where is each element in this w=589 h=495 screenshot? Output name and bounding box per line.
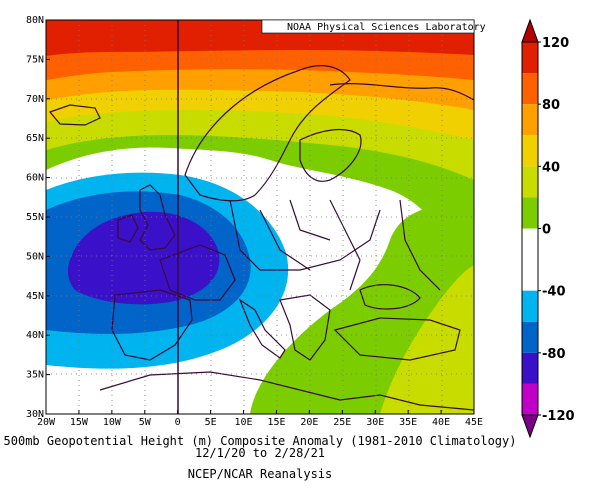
caption-source: NCEP/NCAR Reanalysis — [188, 467, 333, 481]
colorbar-label: 0 — [542, 223, 551, 238]
coastlines — [48, 65, 474, 411]
colorbar-label: -120 — [542, 409, 575, 424]
lon-tick-label: 5E — [205, 417, 217, 428]
colorbar-segment — [522, 135, 538, 167]
colorbar-segment — [522, 383, 538, 415]
colorbar-segment — [522, 290, 538, 322]
colorbar-segment — [522, 228, 538, 260]
colorbar-segment — [522, 42, 538, 74]
latitude-labels: 80N 75N 70N 65N 60N 55N 50N 45N 40N 35N 30N — [26, 15, 50, 420]
colorbar-labels: 120 80 40 0 -40 -80 -120 — [538, 36, 575, 424]
lat-tick-label: 55N — [26, 212, 44, 223]
graticule — [46, 20, 474, 414]
contour-neg60 — [67, 211, 220, 305]
colorbar-segment — [522, 73, 538, 105]
colorbar-label: 40 — [542, 160, 560, 175]
colorbar-segment — [522, 197, 538, 229]
caption-period: 12/1/20 to 2/28/21 — [195, 446, 325, 460]
colorbar-segment — [522, 352, 538, 384]
caption-title: 500mb Geopotential Height (m) Composite … — [4, 434, 517, 448]
lat-tick-label: 80N — [26, 15, 44, 26]
lat-tick-label: 60N — [26, 173, 44, 184]
lat-tick-label: 45N — [26, 291, 44, 302]
lat-tick-label: 35N — [26, 370, 44, 381]
lon-tick-label: 20W — [37, 417, 56, 428]
colorbar-segment — [522, 166, 538, 198]
lon-tick-label: 45E — [465, 417, 483, 428]
colorbar-label: -40 — [542, 285, 566, 300]
colorbar-label: 120 — [542, 36, 569, 51]
lat-tick-label: 30N — [26, 409, 44, 420]
colorbar-top-arrow — [521, 18, 539, 43]
lon-tick-label: 15E — [267, 417, 285, 428]
lon-tick-label: 10W — [103, 417, 122, 428]
lat-tick-label: 75N — [26, 54, 44, 65]
lat-tick-label: 50N — [26, 251, 44, 262]
lon-tick-label: 15W — [70, 417, 89, 428]
colorbar-segment — [522, 259, 538, 291]
colorbar-label: 80 — [542, 98, 560, 113]
credit-box: NOAA Physical Sciences Laboratory — [261, 19, 486, 34]
lat-tick-label: 65N — [26, 133, 44, 144]
lon-tick-label: 5W — [139, 417, 152, 428]
lon-tick-label: 0 — [175, 417, 181, 428]
longitude-labels: 20W 15W 10W 5W 0 5E 10E 15E 20E 25E 30E 35E 40E 45E — [37, 410, 483, 428]
lat-tick-label: 70N — [26, 94, 44, 105]
colorbar — [521, 18, 539, 439]
lon-tick-label: 20E — [300, 417, 318, 428]
colorbar-segment — [522, 321, 538, 353]
credit-text: NOAA Physical Sciences Laboratory — [287, 22, 486, 33]
lon-tick-label: 40E — [432, 417, 450, 428]
contour-se-60 — [380, 265, 474, 414]
anomaly-field — [46, 20, 474, 414]
colorbar-segment — [522, 104, 538, 136]
colorbar-label: -80 — [542, 347, 566, 362]
colorbar-bottom-arrow — [521, 414, 539, 439]
lon-tick-label: 10E — [235, 417, 253, 428]
lon-tick-label: 25E — [333, 417, 351, 428]
lat-tick-label: 40N — [26, 330, 44, 341]
lon-tick-label: 35E — [399, 417, 417, 428]
lon-tick-label: 30E — [366, 417, 384, 428]
